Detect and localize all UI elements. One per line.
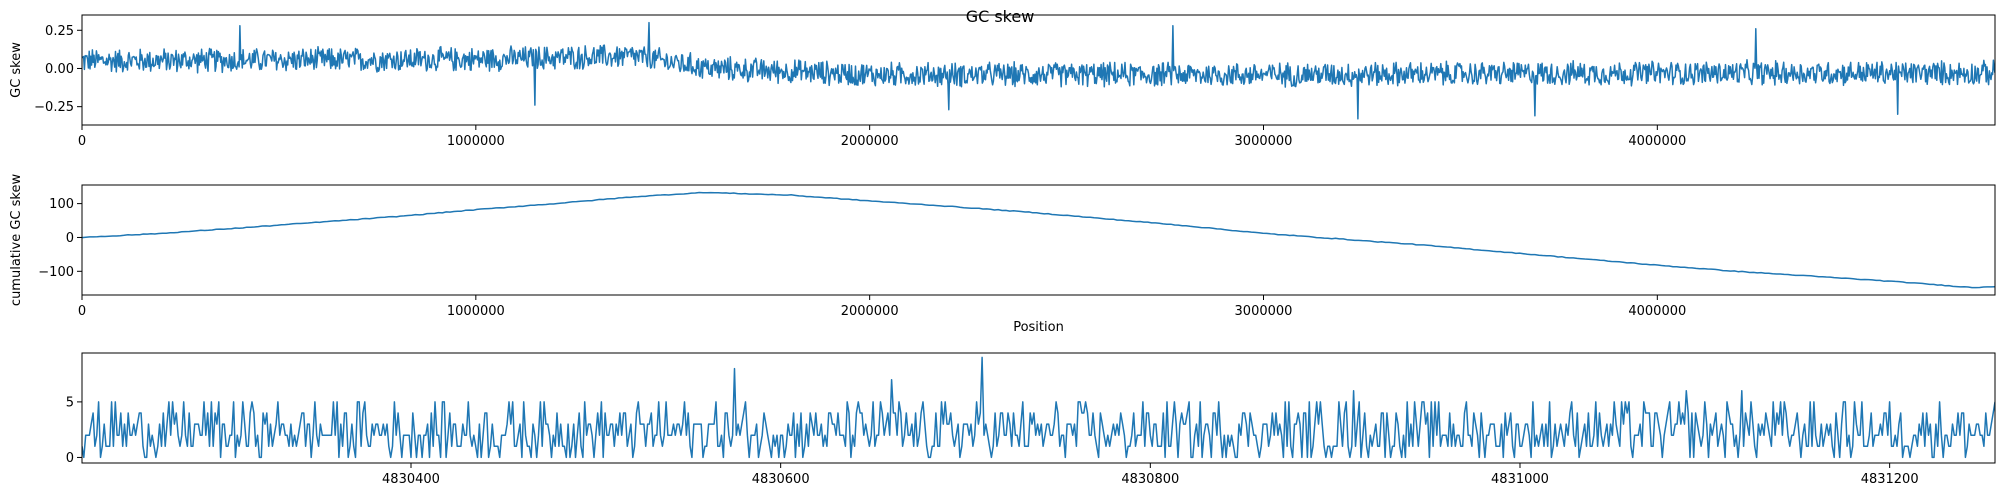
axes-frame <box>81 14 1996 126</box>
series-line <box>82 356 1995 459</box>
x-tick-label: 4000000 <box>1628 134 1686 149</box>
x-tick-label: 4830600 <box>752 472 810 487</box>
y-tick-label: −0.25 <box>34 100 74 115</box>
x-tick-label: 4831000 <box>1491 472 1549 487</box>
figure-title: GC skew <box>966 7 1035 26</box>
series-line <box>82 191 1995 289</box>
position-window-panel: 4830400 4830600 4830800 4831000 4831200 0 5 <box>66 352 1996 487</box>
x-tick-label: 4830800 <box>1121 472 1179 487</box>
x-tick-label: 4000000 <box>1628 304 1686 319</box>
x-tick-label: 4831200 <box>1861 472 1919 487</box>
y-axis-label: cumulative GC skew <box>9 174 24 307</box>
x-tick-label: 3000000 <box>1235 304 1293 319</box>
x-tick-label: 4830400 <box>382 472 440 487</box>
y-tick-label: 0.00 <box>45 62 74 77</box>
x-axis-label: Position <box>1013 320 1064 335</box>
x-tick-label: 3000000 <box>1235 134 1293 149</box>
y-tick-label: −100 <box>38 265 74 280</box>
axes-frame <box>81 184 1996 296</box>
x-tick-label: 2000000 <box>841 304 899 319</box>
y-tick-label: 0.25 <box>45 24 74 39</box>
x-tick-label: 1000000 <box>447 304 505 319</box>
gc-skew-panel: 0 1000000 2000000 3000000 4000000 −0.25 0.00 0.… <box>9 14 1996 149</box>
series-line <box>82 21 1995 120</box>
x-tick-label: 2000000 <box>841 134 899 149</box>
y-tick-label: 0 <box>66 231 74 246</box>
y-tick-label: 100 <box>49 197 74 212</box>
x-tick-label: 1000000 <box>447 134 505 149</box>
axes-frame <box>81 352 1996 464</box>
x-tick-label: 0 <box>78 304 86 319</box>
x-tick-label: 0 <box>78 134 86 149</box>
y-axis-label: GC skew <box>9 42 24 98</box>
cumulative-gc-skew-panel: 0 1000000 2000000 3000000 4000000 −100 0 100 cum… <box>9 174 1996 335</box>
y-tick-label: 5 <box>66 395 74 410</box>
y-tick-label: 0 <box>66 451 74 466</box>
